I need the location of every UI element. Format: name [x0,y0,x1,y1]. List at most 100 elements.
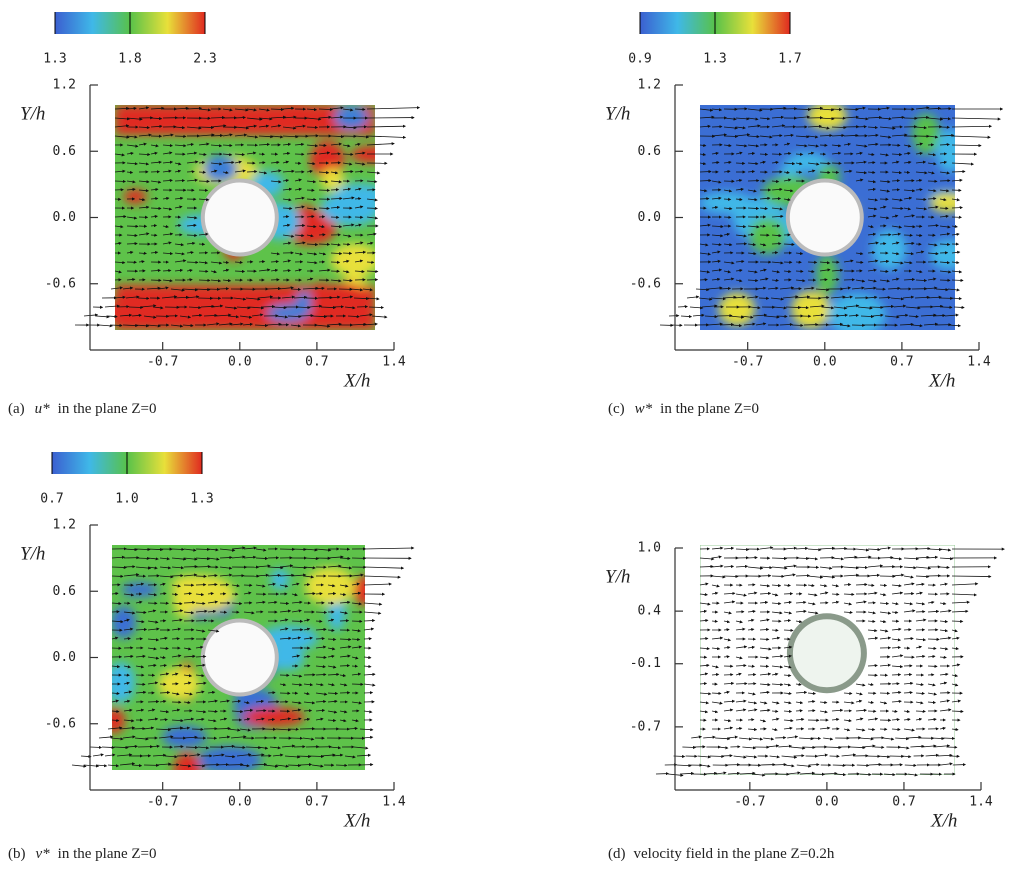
vector [747,117,759,121]
vector [887,286,901,290]
vector [126,151,134,156]
vector [723,197,732,201]
vector [747,233,755,237]
vector [735,234,747,238]
vector [807,144,820,148]
vector [293,295,308,299]
vector [282,223,291,227]
vector [342,196,355,200]
vector [258,124,270,128]
vector [126,216,138,220]
vector [891,206,904,211]
vector [198,125,215,130]
vector [904,763,917,767]
vector [831,170,840,174]
vector [222,133,233,137]
vector [366,171,381,175]
vector [174,144,187,148]
vector [927,277,937,281]
colorbar-tick-label: 1.3 [703,52,726,67]
vector [281,295,296,299]
vector [270,169,282,173]
vector [222,260,230,265]
vector [903,241,915,246]
vector [819,126,830,130]
vector [771,124,786,128]
contour-blob [828,293,886,330]
vector [767,286,779,290]
vector [287,314,302,319]
vector [363,655,372,660]
vector [198,261,209,265]
y-axis-label: Y/h [605,103,630,124]
vector [723,117,737,121]
vector [915,178,923,183]
vector [771,234,782,238]
vector [186,151,198,155]
vector [306,242,319,247]
vector [306,151,318,156]
vector [939,225,951,229]
vector [294,205,305,209]
vector [867,180,877,184]
vector [819,108,835,112]
vector [282,187,293,191]
vector [879,117,892,121]
vector [306,180,317,184]
vector [126,162,138,166]
vector [735,117,750,121]
vector [903,151,911,156]
colorbar-tick-label: 1.3 [190,492,213,507]
vector [80,754,92,759]
vector [170,324,184,328]
vector [807,124,823,128]
vector [867,133,879,137]
vector [131,313,142,317]
vector [327,637,337,641]
vector [294,223,306,228]
vector [138,180,150,184]
vector [927,252,939,256]
vector [711,691,722,695]
vector [939,214,949,218]
vector [759,196,771,200]
vector [318,252,327,256]
vector [759,152,769,156]
vector [771,278,779,282]
vector [819,261,831,265]
x-axis-label: X/h [343,810,370,831]
vector [891,152,903,157]
vector [191,313,203,317]
vector [795,279,806,283]
vector [215,313,232,317]
vector [185,745,199,750]
vector [363,627,375,631]
vector [207,582,218,587]
vector [315,672,327,677]
vector [92,753,104,757]
vector [903,261,913,265]
vector [174,106,189,110]
vector [807,162,820,166]
vector [246,108,257,112]
vector [951,260,960,265]
vector [711,242,722,247]
x-tick-label: -0.7 [147,795,178,810]
vector [939,270,952,274]
colorbar-tick-label: 0.7 [40,492,63,507]
vector [342,108,354,112]
vector [354,187,362,191]
vector [366,135,407,139]
vector [735,151,743,155]
x-tick-label: 0.0 [228,355,251,370]
vector [747,206,760,211]
vector [927,153,937,157]
vector [98,324,113,328]
x-tick-label: -0.7 [147,355,178,370]
vector [951,224,958,229]
x-axis-label: X/h [343,370,370,391]
vector [110,323,123,328]
vector [867,664,878,668]
vector [903,277,916,282]
vector [315,637,325,641]
